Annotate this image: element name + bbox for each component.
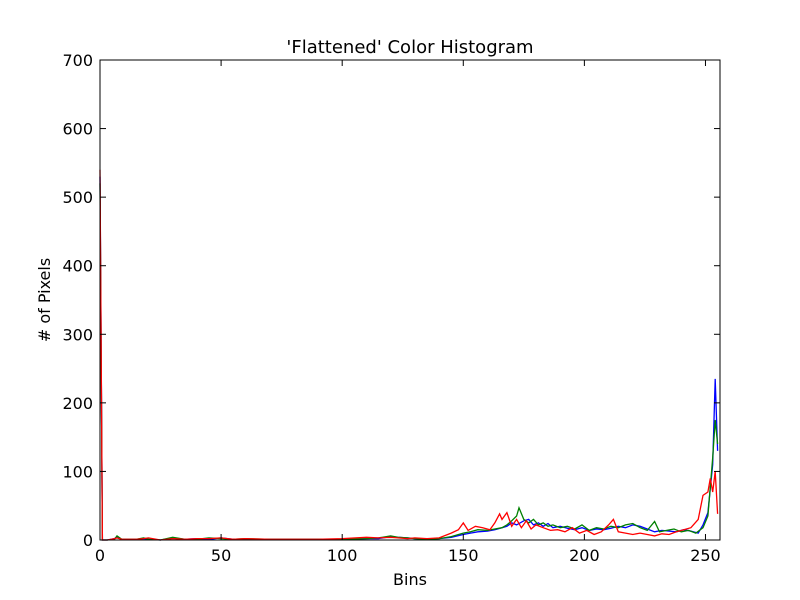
x-tick-label: 0 [95,546,105,565]
y-tick-label: 0 [83,531,93,550]
y-axis-label: # of Pixels [35,258,54,342]
x-axis-label: Bins [393,570,427,589]
x-tick-label: 100 [327,546,358,565]
y-tick-label: 200 [62,394,93,413]
y-axis: 0 100 200 300 400 500 600 700 [62,51,720,550]
y-tick-label: 700 [62,51,93,70]
x-tick-label: 150 [448,546,479,565]
plot-frame [99,59,721,541]
x-axis: 0 50 100 150 200 250 [95,60,721,565]
plot-area [99,169,719,541]
y-tick-label: 400 [62,257,93,276]
y-tick-label: 500 [62,188,93,207]
y-tick-label: 300 [62,325,93,344]
y-tick-label: 100 [62,462,93,481]
x-tick-label: 50 [211,546,231,565]
x-tick-label: 200 [569,546,600,565]
x-tick-label: 250 [690,546,721,565]
series-line-3 [99,169,719,541]
y-tick-label: 600 [62,120,93,139]
chart-title: 'Flattened' Color Histogram [286,37,533,58]
